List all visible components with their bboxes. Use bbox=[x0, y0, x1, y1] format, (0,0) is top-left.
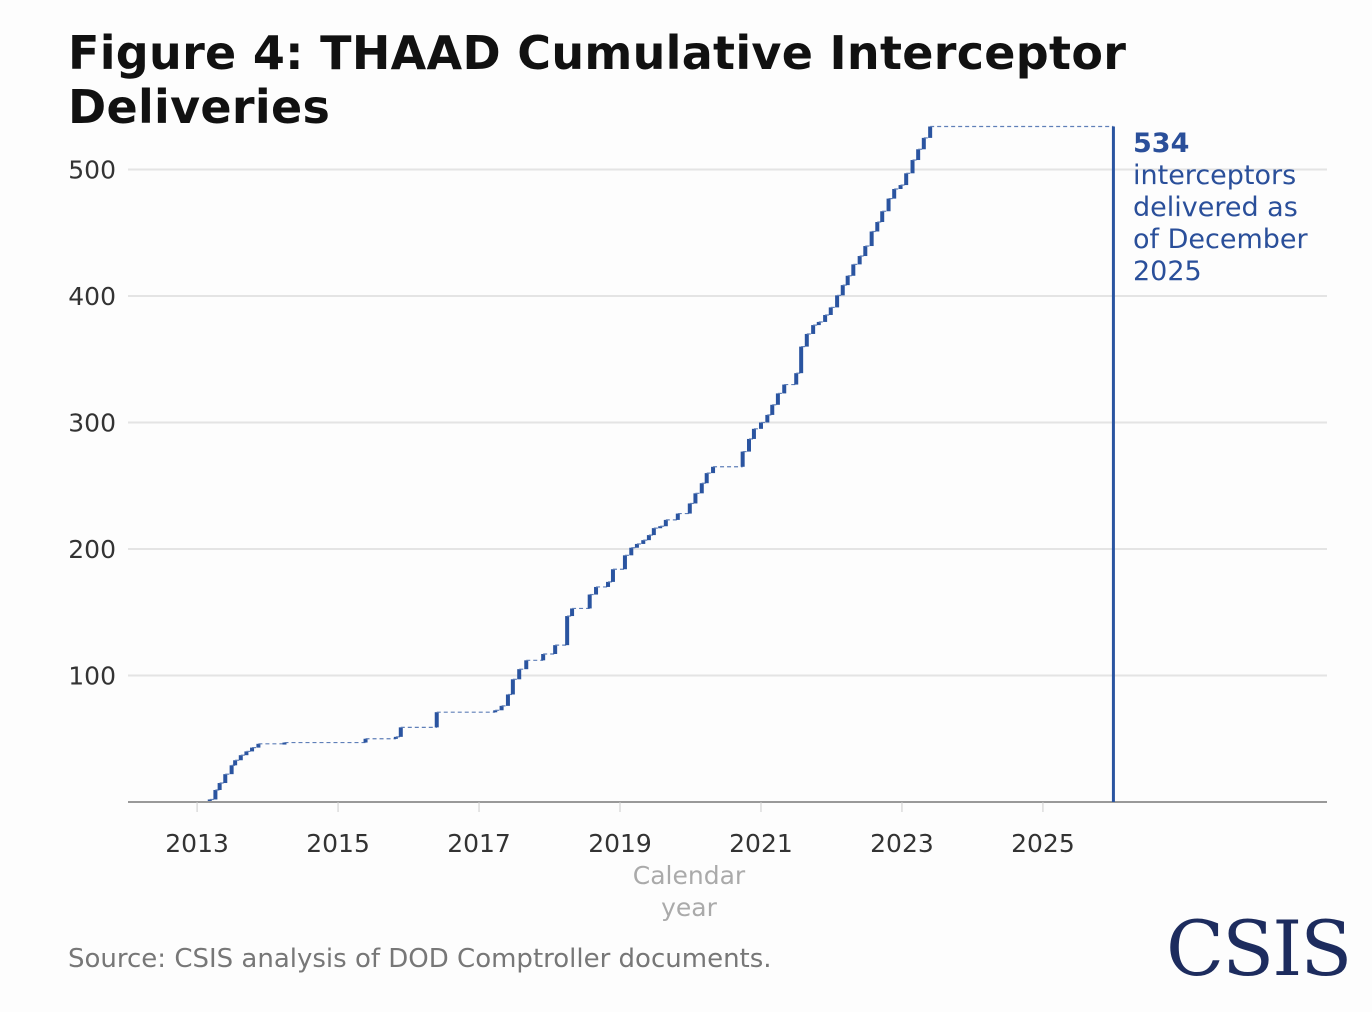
delivery-step bbox=[892, 188, 897, 199]
delivery-step bbox=[651, 528, 656, 536]
delivery-step bbox=[250, 747, 255, 752]
delivery-step bbox=[811, 325, 816, 334]
delivery-step bbox=[641, 540, 646, 544]
x-axis-label-line2: year bbox=[661, 893, 717, 922]
x-tick-label: 2015 bbox=[306, 829, 370, 858]
delivery-step bbox=[244, 751, 249, 756]
delivery-step bbox=[610, 569, 615, 582]
delivery-step bbox=[223, 774, 228, 784]
delivery-step bbox=[393, 736, 398, 739]
delivery-step bbox=[238, 755, 243, 761]
delivery-step bbox=[622, 555, 627, 570]
delivery-step bbox=[794, 373, 799, 385]
delivery-step bbox=[758, 422, 763, 429]
delivery-step bbox=[493, 710, 498, 713]
delivery-step bbox=[510, 679, 515, 695]
delivery-step bbox=[541, 653, 546, 661]
delivery-step bbox=[782, 384, 787, 394]
delivery-step bbox=[207, 799, 212, 802]
delivery-step bbox=[711, 466, 716, 474]
delivery-step bbox=[910, 160, 915, 174]
delivery-step bbox=[687, 503, 692, 514]
delivery-step bbox=[658, 526, 663, 529]
delivery-step bbox=[928, 126, 933, 138]
x-tick-label: 2025 bbox=[1011, 829, 1075, 858]
delivery-step bbox=[775, 393, 780, 405]
delivery-step bbox=[875, 222, 880, 232]
delivery-step bbox=[675, 513, 680, 520]
delivery-step bbox=[765, 414, 770, 423]
delivery-step bbox=[740, 451, 745, 467]
y-tick-label: 500 bbox=[68, 156, 116, 185]
delivery-step bbox=[256, 743, 261, 748]
delivery-step bbox=[921, 137, 926, 150]
delivery-step bbox=[845, 275, 850, 286]
delivery-step bbox=[770, 404, 775, 415]
delivery-step bbox=[213, 789, 218, 800]
delivery-step bbox=[898, 185, 903, 189]
delivery-step bbox=[646, 535, 651, 541]
annotation-text: interceptors delivered as of December 20… bbox=[1133, 160, 1308, 287]
x-axis-label-line1: Calendar bbox=[633, 861, 746, 890]
delivery-step bbox=[851, 264, 856, 276]
delivery-step bbox=[505, 694, 510, 706]
delivery-step bbox=[587, 594, 592, 609]
delivery-step bbox=[863, 246, 868, 257]
delivery-step bbox=[751, 428, 756, 439]
delivery-step bbox=[217, 783, 222, 790]
y-tick-label: 400 bbox=[68, 282, 116, 311]
delivery-step bbox=[699, 483, 704, 494]
delivery-step bbox=[746, 438, 751, 452]
delivery-step bbox=[823, 314, 828, 322]
delivery-step bbox=[434, 712, 439, 728]
y-tick-label: 200 bbox=[68, 535, 116, 564]
delivery-step bbox=[363, 738, 368, 743]
delivery-step bbox=[916, 149, 921, 161]
delivery-step bbox=[886, 198, 891, 212]
y-tick-label: 100 bbox=[68, 662, 116, 691]
source-note: Source: CSIS analysis of DOD Comptroller… bbox=[68, 944, 772, 974]
delivery-step bbox=[233, 760, 238, 766]
x-tick-label: 2017 bbox=[447, 829, 511, 858]
delivery-step bbox=[565, 616, 570, 646]
y-tick-label: 300 bbox=[68, 409, 116, 438]
delivery-step bbox=[693, 493, 698, 504]
delivery-step bbox=[524, 660, 529, 670]
delivery-step bbox=[229, 765, 234, 775]
annotation-value: 534 bbox=[1133, 128, 1190, 159]
delivery-step bbox=[629, 547, 634, 556]
delivery-step bbox=[398, 727, 403, 737]
delivery-step bbox=[553, 645, 558, 654]
delivery-step bbox=[799, 346, 804, 374]
delivery-step bbox=[828, 307, 833, 315]
delivery-step bbox=[804, 333, 809, 347]
delivery-step bbox=[606, 581, 611, 587]
delivery-step bbox=[840, 285, 845, 296]
delivery-step bbox=[634, 543, 639, 548]
x-tick-label: 2023 bbox=[870, 829, 934, 858]
delivery-step bbox=[904, 173, 909, 186]
csis-logo: CSIS bbox=[1166, 904, 1352, 993]
delivery-step bbox=[594, 586, 599, 595]
delivery-step bbox=[499, 705, 504, 711]
delivery-step bbox=[880, 211, 885, 223]
delivery-step bbox=[663, 519, 668, 527]
delivery-step bbox=[517, 669, 522, 680]
x-tick-label: 2013 bbox=[165, 829, 229, 858]
delivery-step bbox=[570, 608, 575, 617]
delivery-step bbox=[704, 473, 709, 484]
x-tick-label: 2021 bbox=[729, 829, 793, 858]
delivery-step bbox=[835, 295, 840, 308]
delivery-step bbox=[282, 742, 287, 745]
chart-title: Figure 4: THAAD Cumulative Interceptor D… bbox=[68, 26, 1127, 134]
x-tick-label: 2019 bbox=[588, 829, 652, 858]
delivery-step bbox=[857, 256, 862, 265]
delivery-step bbox=[869, 231, 874, 247]
delivery-step bbox=[816, 321, 821, 326]
